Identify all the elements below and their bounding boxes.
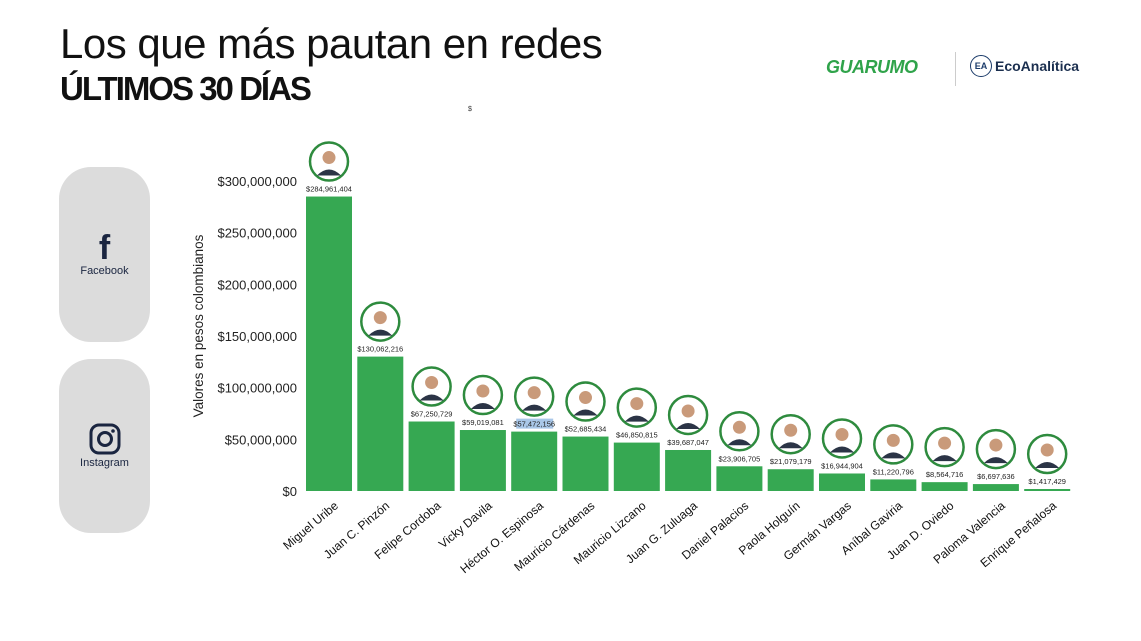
y-axis-label: Valores en pesos colombianos	[191, 234, 206, 417]
photo-face	[989, 438, 1003, 452]
value-label: $284,961,404	[306, 185, 352, 194]
bar	[716, 466, 763, 491]
y-tick-label: $250,000,000	[217, 226, 297, 241]
candidate-photo	[360, 301, 401, 342]
photo-face	[373, 311, 387, 325]
bar	[562, 436, 609, 491]
value-label: $23,906,705	[719, 454, 761, 463]
candidate-photo	[513, 376, 555, 417]
y-tick-label: $150,000,000	[217, 329, 297, 344]
candidate-photo	[924, 426, 965, 468]
value-label: $39,687,047	[667, 438, 709, 447]
photo-body	[881, 452, 906, 459]
photo-face	[630, 397, 644, 411]
bar	[972, 484, 1019, 491]
facebook-icon: f	[98, 228, 111, 267]
candidate-photo	[873, 424, 914, 465]
photo-body	[676, 422, 701, 429]
value-label: $16,944,904	[821, 461, 863, 470]
photo-face	[527, 386, 541, 400]
photo-body	[932, 455, 957, 462]
photo-body	[470, 403, 495, 410]
candidate-photo	[667, 394, 709, 436]
y-tick-label: $100,000,000	[217, 381, 297, 396]
bar	[1024, 489, 1071, 491]
photo-face	[732, 420, 746, 434]
candidate-photo	[462, 374, 504, 416]
bar	[408, 421, 455, 491]
candidate-photo	[1026, 433, 1068, 475]
value-label-highlight	[516, 418, 554, 429]
photo-face	[579, 391, 592, 405]
candidate-photo	[411, 366, 452, 407]
candidate-photo	[308, 141, 350, 182]
facebook-label: Facebook	[80, 264, 129, 277]
tiny-mark: $	[468, 106, 472, 113]
value-label: $46,850,815	[616, 431, 658, 440]
photo-face	[938, 436, 952, 450]
y-tick-label: $0	[283, 484, 297, 499]
photo-body	[368, 329, 393, 336]
value-label: $6,697,636	[977, 472, 1015, 481]
value-label: $52,685,434	[565, 425, 607, 434]
photo-body	[573, 409, 598, 416]
photo-face	[476, 384, 490, 398]
value-label: $59,019,081	[462, 418, 504, 427]
photo-body	[522, 404, 547, 411]
bar	[511, 431, 558, 491]
photo-face	[681, 404, 695, 418]
photo-face	[784, 423, 798, 437]
page-subtitle: ÚLTIMOS 30 DÍAS	[60, 70, 312, 107]
guarumo-logo: GUARUMO	[826, 57, 918, 77]
candidate-photo	[616, 387, 658, 428]
photo-body	[1035, 462, 1060, 468]
instagram-icon	[89, 423, 120, 455]
value-label: $57,472,156	[513, 420, 555, 429]
photo-face	[322, 151, 336, 165]
photo-face	[886, 433, 900, 447]
photo-body	[983, 457, 1008, 464]
page-title: Los que más pautan en redes	[60, 20, 603, 67]
photo-body	[830, 446, 854, 453]
photo-body	[727, 439, 752, 446]
candidate-photo	[565, 381, 606, 422]
photo-face	[1040, 443, 1054, 457]
y-tick-label: $200,000,000	[217, 277, 297, 292]
value-label: $1,417,429	[1028, 477, 1066, 486]
ecoanalitica-icon: EA	[970, 55, 992, 77]
y-tick-label: $50,000,000	[225, 432, 297, 447]
value-label: $130,062,216	[357, 345, 403, 354]
bar	[613, 442, 660, 491]
bar	[459, 430, 506, 491]
bar	[819, 473, 865, 491]
photo-body	[317, 169, 341, 176]
candidate-photo	[821, 418, 863, 459]
photo-face	[835, 427, 849, 441]
ecoanalitica-logo: EA EcoAnalítica	[970, 55, 1079, 77]
ecoanalitica-text: EcoAnalítica	[995, 58, 1080, 74]
bar	[767, 469, 814, 491]
value-label: $8,564,716	[926, 470, 964, 479]
candidate-photo	[719, 411, 760, 452]
photo-face	[425, 376, 439, 390]
bar	[306, 196, 352, 491]
photo-body	[419, 394, 444, 401]
instagram-label: Instagram	[80, 457, 129, 469]
bar	[357, 356, 404, 491]
photo-body	[624, 415, 649, 422]
photo-body	[778, 442, 803, 449]
bar	[665, 449, 712, 491]
candidate-photo	[770, 413, 811, 455]
candidate-photo	[975, 428, 1017, 470]
y-tick-label: $300,000,000	[217, 174, 297, 189]
value-label: $11,220,796	[873, 467, 914, 476]
logo-divider	[955, 52, 956, 86]
instagram-pill[interactable]: Instagram	[59, 359, 150, 533]
bar	[921, 482, 968, 491]
bar	[870, 479, 917, 491]
facebook-pill[interactable]: f Facebook	[59, 167, 150, 342]
value-label: $21,079,179	[770, 457, 812, 466]
value-label: $67,250,729	[411, 410, 453, 419]
